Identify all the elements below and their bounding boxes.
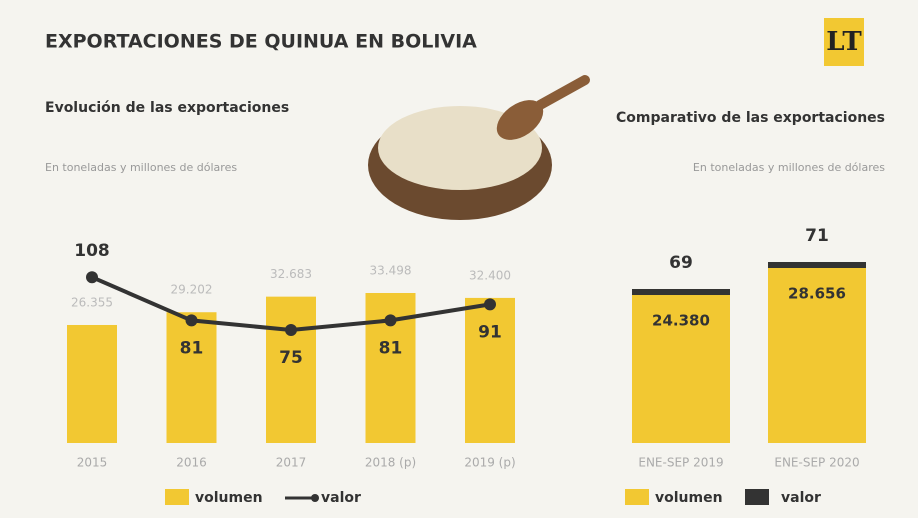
- bar: [768, 262, 866, 443]
- x-tick-label: 2015: [77, 456, 108, 470]
- bar-value-label: 33.498: [370, 264, 412, 278]
- legend-dot: [311, 494, 319, 502]
- title: EXPORTACIONES DE QUINUA EN BOLIVIA: [45, 31, 477, 53]
- bar: [632, 289, 730, 443]
- x-tick-label: 2019 (p): [464, 456, 515, 470]
- strip-value-label: 69: [669, 253, 693, 273]
- x-tick-label: ENE-SEP 2020: [774, 456, 859, 470]
- bar-value-label: 32.683: [270, 267, 312, 281]
- quinoa-bowl: [368, 75, 590, 220]
- bar: [67, 324, 117, 443]
- bar-value-label: 26.355: [71, 295, 113, 309]
- legend-label: valor: [321, 490, 361, 506]
- strip-value-label: 71: [805, 226, 829, 246]
- x-tick-label: ENE-SEP 2019: [638, 456, 723, 470]
- legend-swatch: [745, 489, 769, 505]
- legend-label: volumen: [195, 490, 263, 506]
- line-value-label: 81: [180, 338, 204, 358]
- line-value-label: 81: [379, 338, 403, 358]
- value-strip: [768, 262, 866, 268]
- bar: [266, 296, 316, 443]
- bar-value-label: 29.202: [171, 283, 213, 297]
- x-tick-label: 2018 (p): [365, 456, 416, 470]
- value-point: [285, 324, 297, 336]
- bar-value-label: 32.400: [469, 268, 511, 282]
- value-point: [484, 298, 496, 311]
- bar: [465, 297, 515, 443]
- value-point: [185, 314, 198, 327]
- chart-title: Evolución de las exportaciones: [45, 100, 289, 116]
- bar: [166, 312, 217, 443]
- chart-subtitle: En toneladas y millones de dólares: [693, 161, 885, 174]
- x-tick-label: 2017: [276, 456, 307, 470]
- line-value-label: 108: [74, 241, 110, 261]
- legend-label: volumen: [655, 490, 723, 506]
- legend-label: valor: [781, 490, 821, 506]
- legend-swatch: [165, 489, 189, 505]
- legend-swatch: [625, 489, 649, 505]
- bar-value-label: 24.380: [652, 312, 710, 330]
- value-point: [86, 271, 98, 284]
- line-value-label: 75: [279, 348, 303, 368]
- bar-value-label: 28.656: [788, 285, 846, 303]
- chart-subtitle: En toneladas y millones de dólares: [45, 161, 237, 174]
- logo: LT: [826, 27, 862, 57]
- logo-box: [824, 18, 864, 66]
- value-point: [384, 314, 397, 327]
- line-value-label: 91: [478, 322, 502, 342]
- x-tick-label: 2016: [176, 456, 207, 470]
- chart-title: Comparativo de las exportaciones: [616, 110, 885, 126]
- value-strip: [632, 289, 730, 296]
